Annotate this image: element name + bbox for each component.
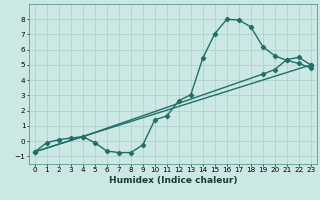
X-axis label: Humidex (Indice chaleur): Humidex (Indice chaleur) bbox=[108, 176, 237, 185]
